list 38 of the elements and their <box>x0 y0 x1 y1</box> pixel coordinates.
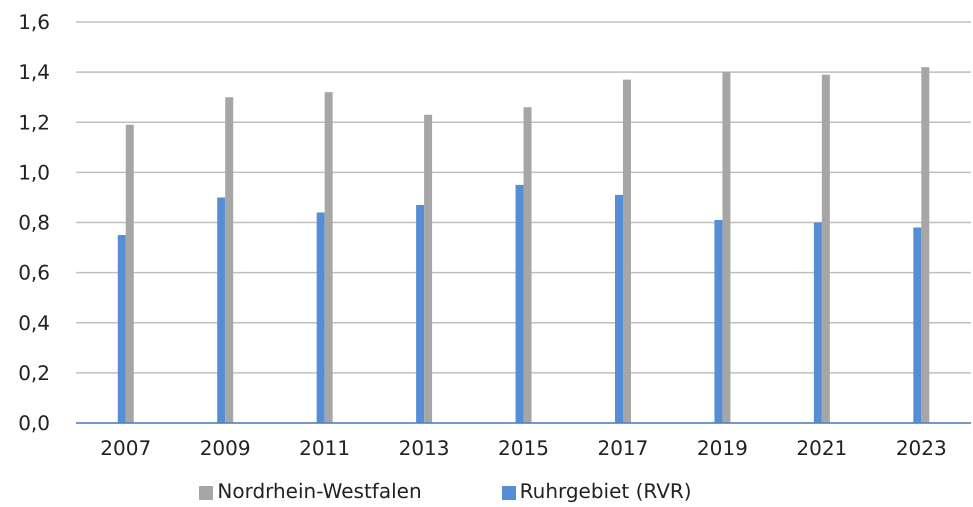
bar <box>622 80 631 423</box>
y-tick-label: 1,4 <box>18 60 50 84</box>
x-tick-label: 2023 <box>896 436 947 460</box>
x-tick-label: 2015 <box>498 436 549 460</box>
y-tick-label: 1,0 <box>18 160 50 184</box>
bar <box>516 184 524 423</box>
x-tick-label: 2021 <box>796 436 848 460</box>
x-tick-label: 2013 <box>398 436 450 460</box>
bar <box>316 212 325 423</box>
bar <box>225 97 234 423</box>
bar <box>424 114 432 423</box>
y-tick-label: 0,6 <box>18 260 50 285</box>
bar <box>614 194 623 423</box>
bar <box>118 235 126 423</box>
y-tick-label: 0,0 <box>18 411 50 436</box>
bar <box>126 124 134 423</box>
y-tick-label: 0,8 <box>18 210 50 235</box>
x-tick-label: 2011 <box>299 436 350 460</box>
legend-label: Nordrhein-Westfalen <box>217 479 422 503</box>
bar <box>714 220 722 423</box>
bar <box>822 74 830 423</box>
legend-label: Ruhrgebiet (RVR) <box>520 479 692 503</box>
bar <box>416 204 424 423</box>
bar <box>324 92 333 423</box>
bar <box>217 197 226 423</box>
bar <box>921 67 930 423</box>
bar <box>722 72 730 423</box>
y-tick-label: 0,2 <box>18 360 50 385</box>
x-tick-label: 2009 <box>200 436 251 460</box>
x-tick-label: 2019 <box>696 436 748 460</box>
bar <box>814 222 822 423</box>
x-tick-label: 2007 <box>100 436 152 460</box>
bar <box>913 228 922 423</box>
y-tick-label: 1,2 <box>18 110 50 134</box>
x-tick-label: 2017 <box>597 436 648 460</box>
y-tick-label: 0,4 <box>18 310 50 335</box>
bar <box>524 107 532 423</box>
y-tick-label: 1,6 <box>18 10 50 34</box>
